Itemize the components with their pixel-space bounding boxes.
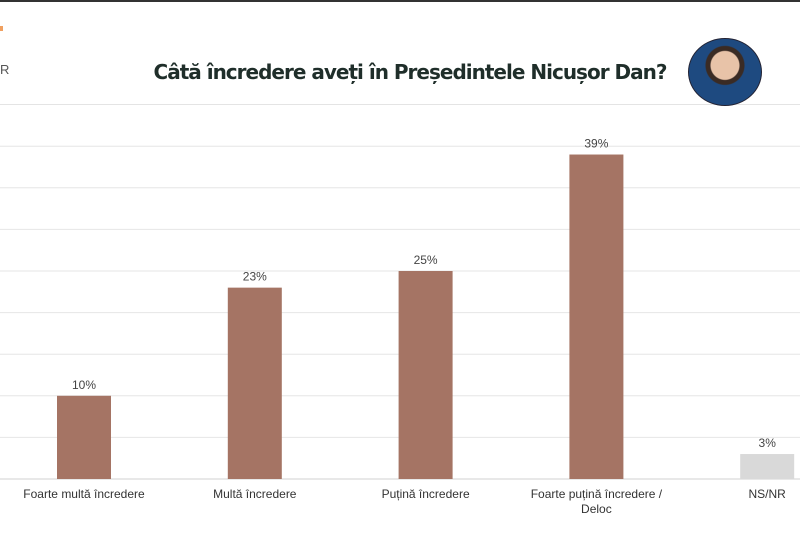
- chart-title: Câtă încredere aveți în Președintele Nic…: [153, 60, 668, 84]
- data-label: 10%: [72, 378, 96, 392]
- data-label: 23%: [243, 270, 267, 284]
- data-label: 3%: [759, 436, 777, 450]
- president-photo: [688, 38, 762, 106]
- bar: [740, 454, 795, 479]
- category-label: Foarte puțină încredere /: [531, 487, 663, 501]
- category-label: Multă încredere: [213, 487, 297, 501]
- category-label: Puțină încredere: [382, 487, 470, 501]
- category-label: NS/NR: [749, 487, 787, 501]
- bar: [398, 271, 453, 479]
- bar: [57, 395, 111, 479]
- category-label: Deloc: [581, 502, 612, 516]
- data-label: 39%: [584, 137, 608, 151]
- category-label: Foarte multă încredere: [23, 487, 145, 501]
- bar: [569, 154, 624, 479]
- bar: [227, 287, 282, 479]
- header: R Câtă încredere aveți în Președintele N…: [0, 2, 800, 106]
- corner-text: R: [0, 62, 10, 77]
- top-border: [0, 0, 800, 2]
- data-label: 25%: [414, 253, 438, 267]
- logo-fragment: [0, 26, 3, 31]
